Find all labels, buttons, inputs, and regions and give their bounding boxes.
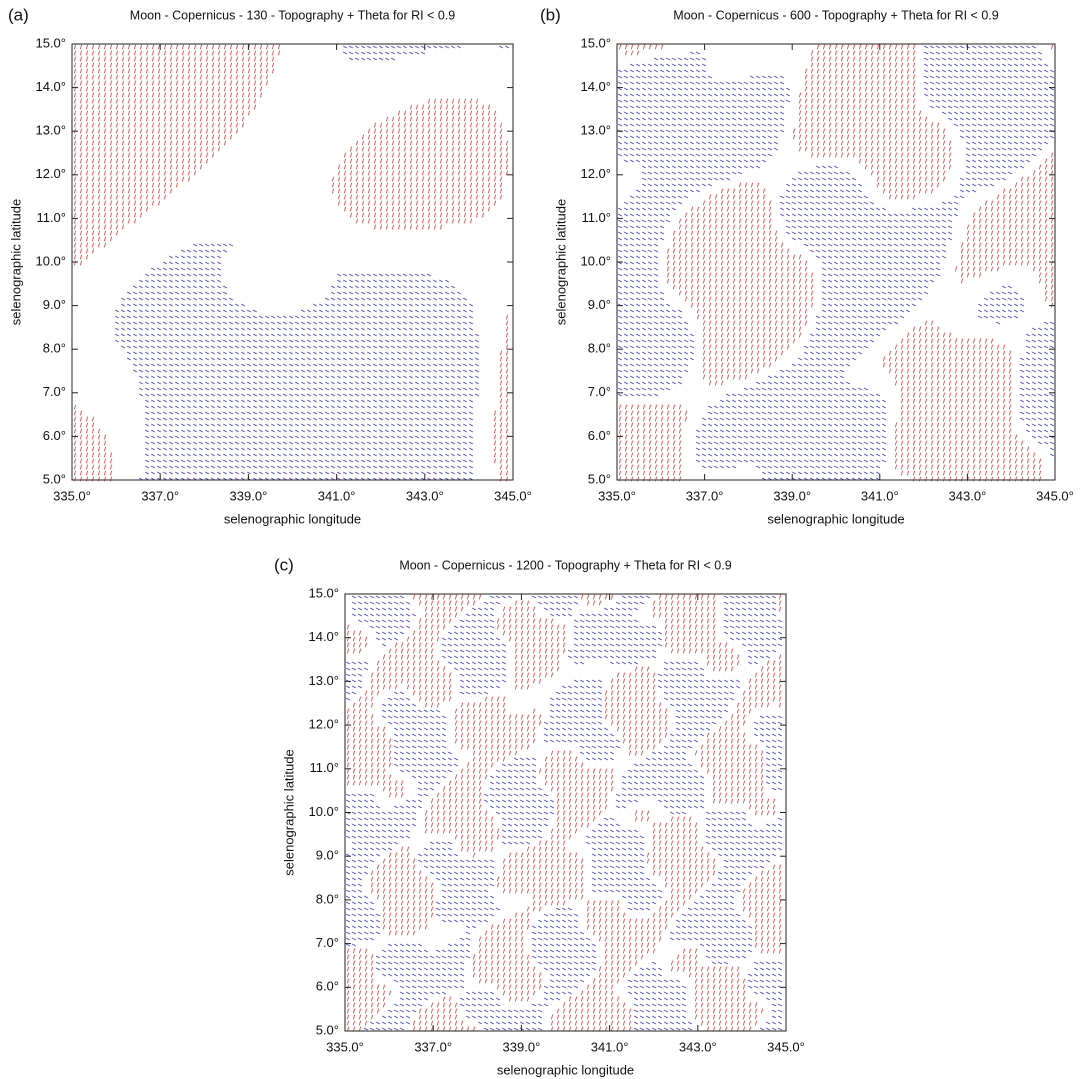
x-tick-label: 335.0° <box>326 1039 364 1054</box>
chart-title: Moon - Copernicus - 1200 - Topography + … <box>399 558 731 572</box>
x-tick-label: 337.0° <box>686 488 724 503</box>
y-tick-label: 13.0° <box>308 673 339 688</box>
y-tick-label: 11.0° <box>581 210 611 225</box>
x-tick-label: 341.0° <box>591 1039 629 1054</box>
y-tick-label: 12.0° <box>580 166 611 181</box>
x-axis-label: selenographic longitude <box>497 1062 634 1077</box>
y-tick-label: 10.0° <box>580 253 611 268</box>
x-tick-label: 345.0° <box>1036 488 1074 503</box>
y-tick-label: 15.0° <box>580 35 611 50</box>
theta-field <box>617 44 1055 482</box>
chart-title: Moon - Copernicus - 600 - Topography + T… <box>673 8 998 22</box>
y-axis-label: selenographic latitude <box>281 749 296 875</box>
y-tick-label: 6.0° <box>316 979 339 994</box>
panel-label: (b) <box>540 5 561 24</box>
theta-red <box>346 594 782 1032</box>
x-axis-label: selenographic longitude <box>767 511 904 526</box>
y-tick-label: 9.0° <box>316 848 339 863</box>
y-tick-label: 11.0° <box>309 760 339 775</box>
x-tick-label: 341.0° <box>861 488 899 503</box>
theta-red <box>618 44 1054 482</box>
y-tick-label: 13.0° <box>35 123 66 138</box>
y-tick-label: 14.0° <box>580 79 611 94</box>
x-tick-label: 339.0° <box>503 1039 541 1054</box>
theta-blue <box>345 595 783 1031</box>
y-tick-label: 8.0° <box>316 891 339 906</box>
y-tick-label: 13.0° <box>580 123 611 138</box>
y-tick-label: 7.0° <box>43 384 66 399</box>
x-tick-label: 339.0° <box>773 488 811 503</box>
y-tick-label: 6.0° <box>588 428 611 443</box>
y-tick-label: 5.0° <box>43 471 66 486</box>
panel-label: (c) <box>274 555 294 574</box>
x-tick-label: 337.0° <box>141 488 179 503</box>
y-tick-label: 7.0° <box>588 384 611 399</box>
chart-title: Moon - Copernicus - 130 - Topography + T… <box>130 8 455 22</box>
y-tick-label: 8.0° <box>588 341 611 356</box>
y-tick-label: 9.0° <box>43 297 66 312</box>
plot-frame <box>71 43 514 481</box>
y-tick-label: 15.0° <box>35 35 66 50</box>
y-tick-label: 12.0° <box>308 717 339 732</box>
y-tick-label: 9.0° <box>588 297 611 312</box>
x-tick-label: 335.0° <box>598 488 636 503</box>
y-tick-label: 8.0° <box>43 341 66 356</box>
x-tick-label: 335.0° <box>53 488 91 503</box>
y-tick-label: 5.0° <box>588 471 611 486</box>
x-tick-label: 345.0° <box>767 1039 805 1054</box>
x-axis-label: selenographic longitude <box>224 511 361 526</box>
x-tick-label: 339.0° <box>230 488 268 503</box>
y-tick-label: 5.0° <box>316 1022 339 1037</box>
y-tick-label: 14.0° <box>35 79 66 94</box>
y-tick-label: 12.0° <box>35 166 66 181</box>
y-axis-label: selenographic latitude <box>8 199 23 325</box>
theta-blue <box>617 45 1055 481</box>
theta-field <box>345 594 783 1032</box>
x-tick-label: 337.0° <box>414 1039 452 1054</box>
y-tick-label: 6.0° <box>43 428 66 443</box>
y-tick-label: 11.0° <box>36 210 66 225</box>
x-tick-label: 341.0° <box>318 488 356 503</box>
y-tick-label: 14.0° <box>308 629 339 644</box>
x-tick-label: 343.0° <box>949 488 987 503</box>
x-tick-label: 343.0° <box>679 1039 717 1054</box>
theta-red <box>73 44 509 482</box>
theta-field <box>73 44 510 482</box>
x-tick-label: 345.0° <box>494 488 532 503</box>
plot-frame <box>616 43 1056 481</box>
y-axis-label: selenographic latitude <box>553 199 568 325</box>
y-tick-label: 10.0° <box>35 253 66 268</box>
panel-label: (a) <box>8 5 29 24</box>
x-tick-label: 343.0° <box>406 488 444 503</box>
y-tick-label: 7.0° <box>316 935 339 950</box>
y-tick-label: 10.0° <box>308 804 339 819</box>
y-tick-label: 15.0° <box>308 585 339 600</box>
theta-blue <box>114 45 510 481</box>
